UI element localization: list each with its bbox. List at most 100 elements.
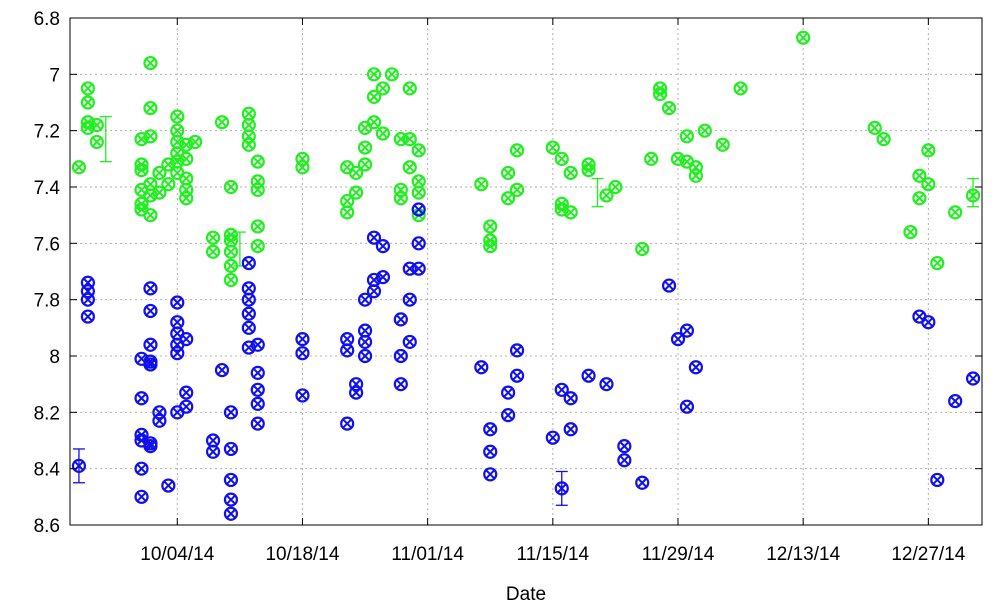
data-point — [554, 481, 569, 496]
data-point-cross — [905, 227, 916, 237]
data-point-ring — [214, 115, 230, 130]
data-point — [393, 348, 408, 364]
y-tick-label: 7.4 — [34, 178, 61, 199]
data-point — [796, 30, 811, 45]
data-point-ring — [223, 244, 239, 259]
data-point-cross — [360, 325, 370, 336]
data-point — [179, 399, 194, 414]
data-point — [214, 115, 230, 130]
x-tick-label: 10/18/14 — [265, 544, 339, 565]
data-point-cross — [145, 340, 156, 350]
data-point-ring — [921, 315, 936, 330]
data-point — [241, 255, 256, 271]
data-point — [697, 123, 712, 138]
data-point-cross — [923, 317, 934, 327]
data-point — [644, 151, 659, 166]
data-point-ring — [80, 81, 95, 96]
data-point-ring — [509, 143, 525, 158]
data-point-ring — [402, 160, 417, 175]
data-point — [366, 115, 382, 130]
data-point-ring — [796, 30, 811, 45]
plot-frame — [69, 17, 983, 526]
data-point-cross — [83, 83, 93, 94]
x-tick-label: 11/01/14 — [391, 544, 464, 565]
data-point-ring — [581, 163, 596, 178]
data-point — [688, 360, 703, 375]
data-point-ring — [250, 174, 265, 189]
data-point-ring — [688, 160, 703, 175]
data-point — [912, 191, 927, 206]
data-point-cross — [405, 294, 415, 305]
data-point-ring — [349, 377, 364, 392]
data-point-ring — [250, 382, 265, 397]
data-point — [170, 109, 185, 124]
data-point-cross — [342, 162, 352, 172]
data-point — [223, 258, 239, 273]
data-point-ring — [733, 81, 748, 96]
data-point-cross — [485, 447, 495, 457]
data-point — [152, 165, 167, 181]
data-point — [214, 362, 230, 378]
data-point-cross — [253, 368, 263, 378]
data-point — [375, 270, 391, 285]
data-point-ring — [134, 461, 149, 476]
data-point-ring — [867, 120, 882, 135]
data-point — [250, 154, 265, 169]
data-point-cross — [208, 447, 218, 457]
data-point-ring — [161, 478, 176, 493]
data-point-cross — [297, 334, 308, 344]
data-point-ring — [474, 360, 489, 375]
y-tick-label: 8 — [49, 347, 60, 368]
data-point-cross — [226, 475, 236, 485]
data-point-cross — [413, 263, 424, 274]
data-point-cross — [342, 207, 352, 218]
data-point-cross — [342, 345, 352, 356]
data-point-cross — [485, 424, 495, 434]
data-point-cross — [673, 154, 683, 164]
data-point-cross — [244, 258, 254, 268]
data-point — [375, 239, 391, 254]
data-point — [143, 208, 158, 223]
data-point — [384, 67, 399, 82]
data-point — [161, 177, 176, 192]
data-point-cross — [503, 410, 513, 420]
data-point-cross — [360, 337, 370, 347]
data-point-cross — [172, 111, 183, 122]
data-point-cross — [181, 334, 191, 344]
data-point-cross — [405, 162, 415, 172]
data-point — [250, 239, 265, 254]
data-point — [179, 151, 194, 166]
data-point-cross — [682, 131, 692, 142]
data-point-ring — [965, 188, 981, 203]
data-point-cross — [503, 193, 513, 203]
data-point-cross — [914, 311, 925, 322]
data-point — [483, 239, 498, 254]
data-point — [903, 224, 918, 240]
data-point-cross — [369, 69, 379, 80]
data-point-ring — [375, 126, 391, 141]
data-point-cross — [244, 140, 254, 150]
data-point — [599, 377, 614, 392]
data-point — [581, 368, 596, 383]
data-point-ring — [349, 385, 364, 400]
data-point-ring — [411, 202, 426, 217]
data-point-cross — [181, 154, 191, 164]
data-point — [501, 191, 516, 206]
data-point-ring — [143, 208, 158, 223]
data-point-ring — [134, 391, 149, 406]
axis-ticks — [70, 17, 982, 526]
data-point-ring — [241, 137, 256, 152]
data-point-cross — [583, 165, 594, 175]
data-point — [483, 467, 498, 482]
data-point — [250, 396, 265, 411]
data-point-ring — [402, 132, 417, 147]
data-point — [483, 219, 498, 234]
data-point-ring — [80, 309, 95, 324]
data-point-cross — [512, 185, 522, 195]
data-point-ring — [921, 177, 936, 192]
data-point-ring — [501, 191, 516, 206]
data-point-ring — [214, 362, 230, 378]
data-point-ring — [402, 261, 417, 276]
data-point-cross — [968, 373, 978, 384]
